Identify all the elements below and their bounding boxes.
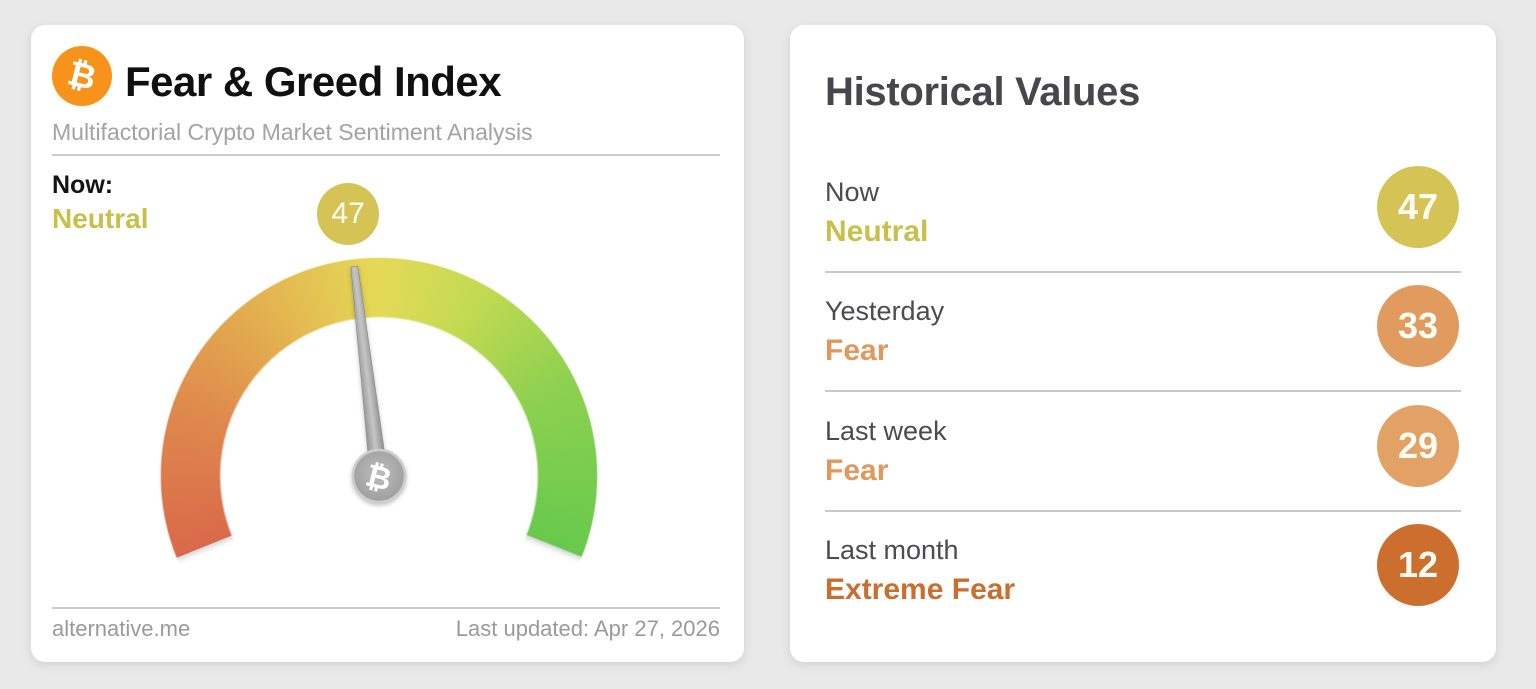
history-row-label: Now [825,177,880,207]
history-row-classification: Fear [825,454,889,487]
bitcoin-glyph: ₿ [63,53,101,99]
history-value-badge: 12 [1377,524,1459,606]
card-subtitle: Multifactorial Crypto Market Sentiment A… [52,119,533,145]
history-row-now: Now Neutral 47 [825,166,1461,274]
fear-greed-index-card: ₿ Fear & Greed Index Multifactorial Cryp… [31,25,744,662]
history-value-badge: 29 [1377,405,1459,487]
history-row-last-month: Last month Extreme Fear 12 [825,524,1461,632]
history-title: Historical Values [825,70,1141,114]
current-status-block: Now: Neutral [52,171,148,235]
history-value-badge: 33 [1377,285,1459,367]
history-row-label: Yesterday [825,296,945,326]
gauge-value-badge: 47 [317,182,380,245]
history-row-classification: Extreme Fear [825,573,1016,606]
row-divider [825,390,1461,392]
header-divider [52,154,720,156]
now-label: Now: [52,171,114,199]
history-row-yesterday: Yesterday Fear 33 [825,285,1461,393]
source-site-label: alternative.me [52,616,191,641]
history-row-label: Last week [825,416,947,446]
last-updated-label: Last updated: Apr 27, 2026 [455,616,720,641]
footer-divider [52,607,720,609]
history-value-badge: 47 [1377,166,1459,248]
history-row-classification: Fear [825,334,889,367]
history-row-classification: Neutral [825,215,929,248]
row-divider [825,271,1461,273]
history-row-label: Last month [825,535,959,565]
now-classification: Neutral [52,202,149,234]
gauge-needle: ₿ [350,265,407,504]
row-divider [825,510,1461,512]
historical-values-card: Historical Values Now Neutral 47 Yesterd… [790,25,1496,662]
history-row-last-week: Last week Fear 29 [825,405,1461,513]
gauge-hub [351,448,407,504]
bitcoin-icon: ₿ [52,46,112,106]
card-title: Fear & Greed Index [125,58,502,105]
